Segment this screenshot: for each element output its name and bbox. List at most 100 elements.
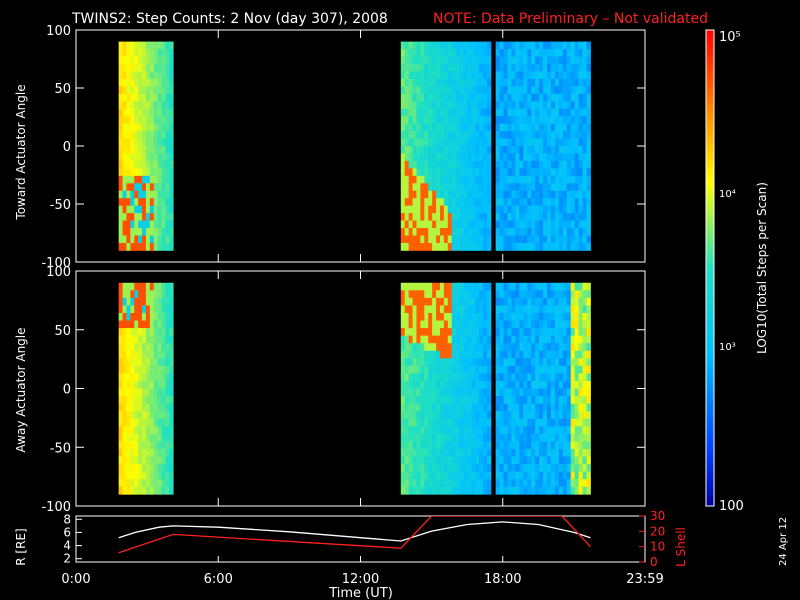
heat-cell [416, 305, 421, 314]
heat-cell [157, 358, 162, 367]
heat-cell [519, 471, 524, 480]
heat-cell [463, 153, 468, 162]
heat-cell [153, 426, 159, 435]
heat-cell [586, 373, 591, 382]
heat-cell [467, 205, 472, 214]
heat-cell [145, 131, 151, 139]
heat-cell [535, 433, 540, 442]
heat-cell [531, 175, 536, 184]
heat-cell [483, 78, 488, 87]
heat-cell [531, 282, 536, 291]
heat-cell [432, 160, 437, 169]
heat-cell [562, 138, 568, 147]
heat-cell [495, 160, 500, 169]
heat-cell [118, 101, 123, 110]
heat-cell [416, 380, 421, 389]
heat-cell [543, 56, 548, 65]
heat-cell [495, 242, 500, 251]
heat-cell [574, 290, 580, 299]
heat-cell [130, 479, 135, 488]
heat-cell [586, 464, 591, 472]
heat-cell [523, 123, 528, 132]
heat-cell [511, 138, 516, 147]
heat-cell [495, 108, 500, 117]
heat-cell [582, 433, 587, 442]
heat-cell [531, 358, 536, 367]
heat-cell [436, 41, 441, 50]
heat-cell [554, 305, 560, 314]
heat-cell [432, 86, 437, 95]
heat-cell [554, 411, 560, 420]
heat-cell [507, 123, 512, 132]
heat-cell [165, 335, 170, 344]
heat-cell [507, 41, 512, 50]
heat-cell [495, 235, 500, 244]
heat-cell [531, 471, 536, 480]
heat-cell [157, 290, 162, 299]
heat-cell [483, 183, 488, 192]
heat-cell [507, 56, 512, 65]
heat-cell [122, 183, 127, 192]
heat-cell [142, 479, 147, 488]
heat-cell [543, 479, 548, 488]
heat-cell [562, 235, 568, 244]
heat-cell [126, 71, 131, 80]
heat-cell [404, 86, 410, 95]
heat-cell [479, 282, 484, 291]
heat-cell [586, 456, 591, 465]
ytick-label: -100 [41, 256, 71, 271]
heat-cell [495, 56, 500, 65]
heat-cell [507, 183, 512, 192]
heat-cell [515, 205, 520, 214]
heat-cell [539, 464, 544, 472]
heat-cell [574, 213, 580, 221]
heat-cell [138, 350, 143, 359]
heat-cell [404, 242, 410, 251]
heat-cell [479, 175, 484, 184]
heat-cell [404, 71, 410, 80]
heat-cell [554, 448, 560, 457]
heat-cell [443, 335, 449, 344]
heat-cell [432, 350, 437, 359]
heat-cell [428, 71, 433, 80]
heat-cell [447, 297, 453, 306]
heat-cell [145, 411, 151, 420]
heat-cell [439, 350, 445, 359]
heat-cell [447, 418, 453, 427]
heat-cell [566, 305, 572, 314]
heat-cell [455, 108, 460, 117]
heat-cell [118, 78, 123, 87]
heat-cell [507, 471, 512, 480]
heat-cell [475, 305, 480, 314]
heat-cell [459, 471, 464, 480]
heat-cell [404, 365, 410, 374]
heat-cell [404, 448, 410, 457]
heat-cell [447, 138, 453, 147]
heat-cell [547, 78, 552, 87]
heat-cell [153, 297, 159, 306]
heat-cell [436, 56, 441, 65]
heat-cell [165, 175, 170, 184]
heat-cell [134, 213, 139, 221]
heat-cell [169, 297, 174, 306]
heat-cell [149, 396, 155, 404]
heat-cell [122, 479, 127, 488]
heat-cell [527, 365, 532, 374]
heat-cell [539, 183, 544, 192]
heat-cell [523, 183, 528, 192]
heat-cell [459, 320, 464, 329]
heat-cell [543, 175, 548, 184]
heat-cell [416, 71, 421, 80]
heat-cell [161, 305, 166, 314]
heat-cell [145, 86, 151, 95]
heat-cell [566, 403, 572, 412]
heat-cell [161, 153, 166, 162]
heat-cell [157, 335, 162, 344]
heat-cell [122, 441, 127, 450]
heat-cell [582, 448, 587, 457]
heat-cell [479, 471, 484, 480]
heat-cell [451, 123, 457, 132]
heat-cell [515, 116, 520, 125]
heat-cell [134, 49, 139, 57]
